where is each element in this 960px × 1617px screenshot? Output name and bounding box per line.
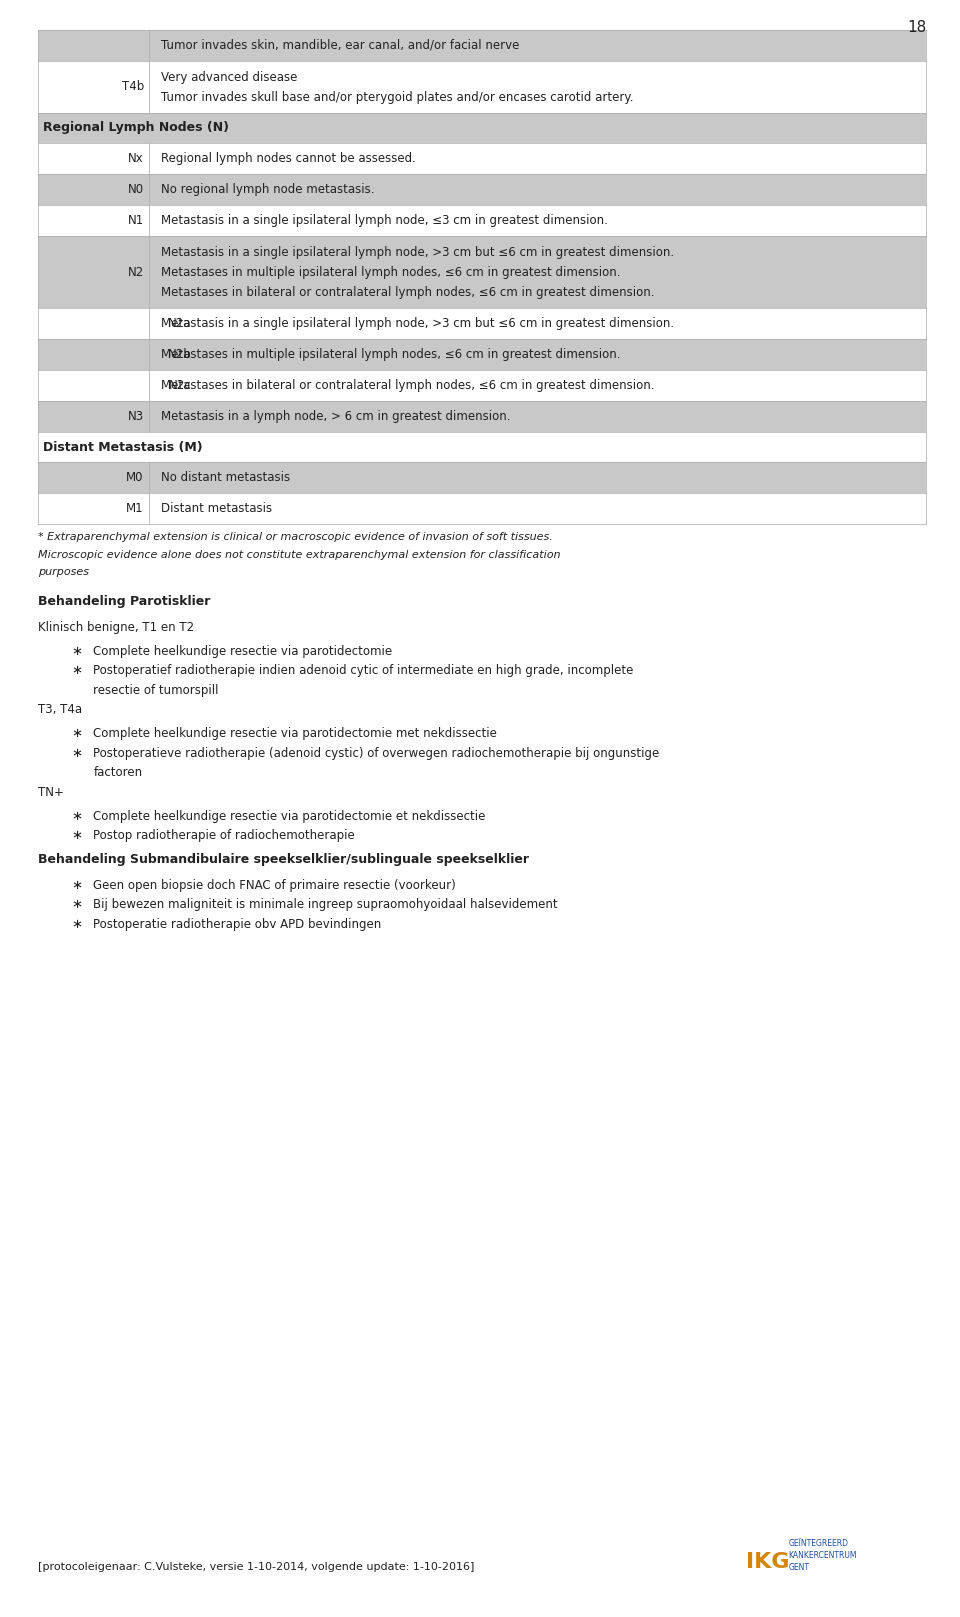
Text: N2c: N2c: [169, 378, 192, 391]
Text: Regional Lymph Nodes (N): Regional Lymph Nodes (N): [43, 121, 229, 134]
Text: Distant metastasis: Distant metastasis: [161, 501, 272, 514]
Text: ∗: ∗: [71, 830, 82, 842]
Text: Geen open biopsie doch FNAC of primaire resectie (voorkeur): Geen open biopsie doch FNAC of primaire …: [93, 878, 456, 891]
Bar: [38, 236, 926, 307]
Text: Bij bewezen maligniteit is minimale ingreep supraomohyoidaal halsevidement: Bij bewezen maligniteit is minimale ingr…: [93, 897, 558, 910]
Text: Metastasis in a single ipsilateral lymph node, ≤3 cm in greatest dimension.: Metastasis in a single ipsilateral lymph…: [161, 213, 608, 226]
Text: ∗: ∗: [71, 728, 82, 741]
Text: factoren: factoren: [93, 766, 142, 779]
Text: Metastases in multiple ipsilateral lymph nodes, ≤6 cm in greatest dimension.: Metastases in multiple ipsilateral lymph…: [161, 348, 620, 361]
Text: Metastasis in a single ipsilateral lymph node, >3 cm but ≤6 cm in greatest dimen: Metastasis in a single ipsilateral lymph…: [161, 246, 674, 259]
Text: * Extraparenchymal extension is clinical or macroscopic evidence of invasion of : * Extraparenchymal extension is clinical…: [38, 532, 553, 542]
Text: No distant metastasis: No distant metastasis: [161, 471, 290, 483]
Text: N2b: N2b: [168, 348, 192, 361]
Text: M0: M0: [127, 471, 144, 483]
Bar: [38, 370, 926, 401]
Bar: [38, 205, 926, 236]
Text: N1: N1: [128, 213, 144, 226]
Text: N2a: N2a: [168, 317, 192, 330]
Text: IKG: IKG: [747, 1552, 790, 1572]
Text: Behandeling Parotisklier: Behandeling Parotisklier: [38, 595, 211, 608]
Text: Behandeling Submandibulaire speekselklier/sublinguale speekselklier: Behandeling Submandibulaire speekselklie…: [38, 852, 529, 865]
Text: ∗: ∗: [71, 917, 82, 930]
Bar: [38, 340, 926, 370]
Bar: [38, 493, 926, 524]
Bar: [38, 307, 926, 340]
Text: Metastases in multiple ipsilateral lymph nodes, ≤6 cm in greatest dimension.: Metastases in multiple ipsilateral lymph…: [161, 265, 620, 278]
Text: Microscopic evidence alone does not constitute extraparenchymal extension for cl: Microscopic evidence alone does not cons…: [38, 550, 561, 559]
Text: Metastasis in a lymph node, > 6 cm in greatest dimension.: Metastasis in a lymph node, > 6 cm in gr…: [161, 411, 511, 424]
Text: Tumor invades skin, mandible, ear canal, and/or facial nerve: Tumor invades skin, mandible, ear canal,…: [161, 39, 519, 52]
Bar: [38, 142, 926, 175]
Text: Complete heelkundige resectie via parotidectomie et nekdissectie: Complete heelkundige resectie via paroti…: [93, 810, 486, 823]
Text: Tumor invades skull base and/or pterygoid plates and/or encases carotid artery.: Tumor invades skull base and/or pterygoi…: [161, 91, 634, 103]
Text: ∗: ∗: [71, 645, 82, 658]
Text: Regional lymph nodes cannot be assessed.: Regional lymph nodes cannot be assessed.: [161, 152, 416, 165]
Bar: [38, 113, 926, 142]
Text: T4b: T4b: [122, 81, 144, 94]
Text: TN+: TN+: [38, 786, 64, 799]
Text: Postoperatieve radiotherapie (adenoid cystic) of overwegen radiochemotherapie bi: Postoperatieve radiotherapie (adenoid cy…: [93, 747, 660, 760]
Text: Postoperatief radiotherapie indien adenoid cytic of intermediate en high grade, : Postoperatief radiotherapie indien adeno…: [93, 665, 634, 678]
Text: Nx: Nx: [128, 152, 144, 165]
Text: resectie of tumorspill: resectie of tumorspill: [93, 684, 219, 697]
Text: [protocoleigenaar: C.Vulsteke, versie 1-10-2014, volgende update: 1-10-2016]: [protocoleigenaar: C.Vulsteke, versie 1-…: [38, 1562, 475, 1572]
Bar: [38, 61, 926, 113]
Text: N0: N0: [128, 183, 144, 196]
Text: Metastasis in a single ipsilateral lymph node, >3 cm but ≤6 cm in greatest dimen: Metastasis in a single ipsilateral lymph…: [161, 317, 674, 330]
Text: Complete heelkundige resectie via parotidectomie: Complete heelkundige resectie via paroti…: [93, 645, 393, 658]
Text: ∗: ∗: [71, 897, 82, 910]
Text: purposes: purposes: [38, 568, 89, 577]
Text: N2: N2: [128, 265, 144, 278]
Text: ∗: ∗: [71, 810, 82, 823]
Text: Postop radiotherapie of radiochemotherapie: Postop radiotherapie of radiochemotherap…: [93, 830, 355, 842]
Text: N3: N3: [128, 411, 144, 424]
Text: Postoperatie radiotherapie obv APD bevindingen: Postoperatie radiotherapie obv APD bevin…: [93, 917, 382, 930]
Text: No regional lymph node metastasis.: No regional lymph node metastasis.: [161, 183, 374, 196]
Bar: [38, 432, 926, 462]
Text: Very advanced disease: Very advanced disease: [161, 71, 298, 84]
Text: Metastases in bilateral or contralateral lymph nodes, ≤6 cm in greatest dimensio: Metastases in bilateral or contralateral…: [161, 378, 655, 391]
Bar: [38, 31, 926, 61]
Text: Klinisch benigne, T1 en T2: Klinisch benigne, T1 en T2: [38, 621, 195, 634]
Text: M1: M1: [126, 501, 144, 514]
Text: T3, T4a: T3, T4a: [38, 703, 83, 716]
Bar: [38, 175, 926, 205]
Text: ∗: ∗: [71, 747, 82, 760]
Text: Complete heelkundige resectie via parotidectomie met nekdissectie: Complete heelkundige resectie via paroti…: [93, 728, 497, 741]
Text: GEÏNTEGREERD
KANKERCENTRUM
GENT: GEÏNTEGREERD KANKERCENTRUM GENT: [788, 1539, 857, 1572]
Text: 18: 18: [907, 19, 926, 36]
Text: ∗: ∗: [71, 665, 82, 678]
Text: Metastases in bilateral or contralateral lymph nodes, ≤6 cm in greatest dimensio: Metastases in bilateral or contralateral…: [161, 286, 655, 299]
Text: Distant Metastasis (M): Distant Metastasis (M): [43, 440, 203, 453]
Text: ∗: ∗: [71, 878, 82, 891]
Bar: [38, 401, 926, 432]
Bar: [38, 462, 926, 493]
